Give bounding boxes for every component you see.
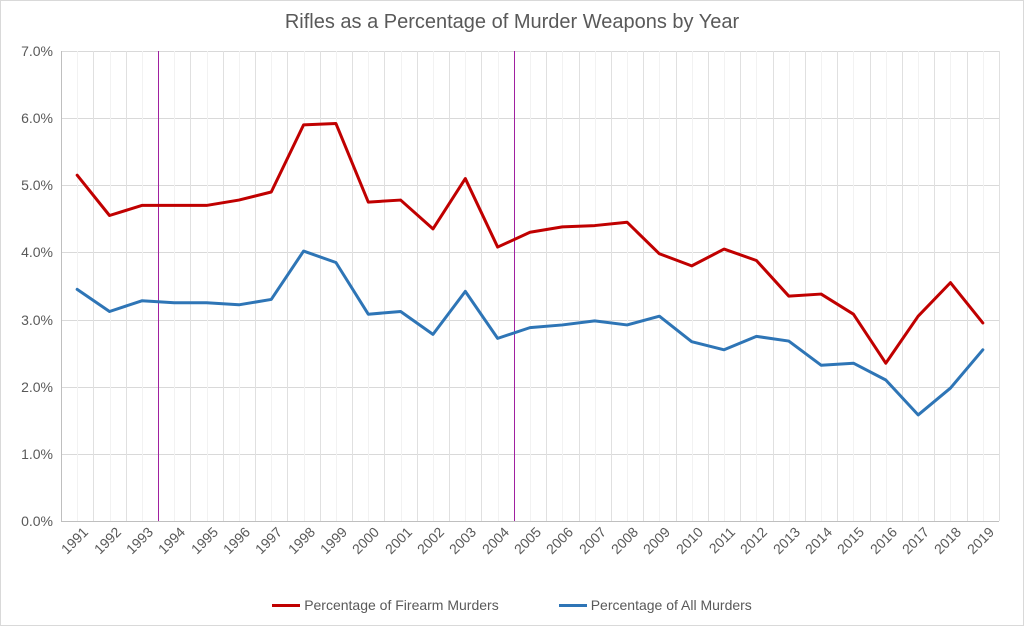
series-line [77, 251, 983, 415]
x-axis-label: 2012 [737, 524, 770, 557]
x-axis-label: 2014 [802, 524, 835, 557]
y-axis-label: 2.0% [21, 379, 61, 395]
x-axis-label: 2017 [899, 524, 932, 557]
x-axis-label: 1998 [284, 524, 317, 557]
chart-title: Rifles as a Percentage of Murder Weapons… [1, 11, 1023, 34]
x-axis-label: 1995 [187, 524, 220, 557]
x-axis-label: 2006 [543, 524, 576, 557]
x-axis-label: 1994 [155, 524, 188, 557]
y-axis-label: 1.0% [21, 446, 61, 462]
x-axis-label: 2009 [640, 524, 673, 557]
y-axis-label: 6.0% [21, 110, 61, 126]
x-axis-label: 1997 [252, 524, 285, 557]
x-axis-line [61, 521, 999, 522]
x-axis-label: 2015 [834, 524, 867, 557]
y-axis-label: 3.0% [21, 312, 61, 328]
x-axis-label: 1996 [220, 524, 253, 557]
x-axis-label: 2003 [446, 524, 479, 557]
x-axis-label: 2004 [478, 524, 511, 557]
x-axis-label: 2013 [770, 524, 803, 557]
x-axis-label: 2001 [381, 524, 414, 557]
x-axis-label: 2019 [964, 524, 997, 557]
x-axis-label: 2002 [414, 524, 447, 557]
y-axis-label: 5.0% [21, 177, 61, 193]
x-axis-label: 2018 [931, 524, 964, 557]
y-axis-label: 7.0% [21, 43, 61, 59]
legend-swatch [559, 604, 587, 607]
x-axis-label: 2010 [673, 524, 706, 557]
legend-label: Percentage of All Murders [591, 597, 752, 613]
chart-container: Rifles as a Percentage of Murder Weapons… [0, 0, 1024, 626]
gridline-v [999, 51, 1000, 521]
x-axis-label: 1991 [58, 524, 91, 557]
y-axis-label: 0.0% [21, 513, 61, 529]
x-axis-label: 2007 [575, 524, 608, 557]
series-layer [61, 51, 999, 521]
x-axis-label: 1992 [90, 524, 123, 557]
legend-item: Percentage of Firearm Murders [272, 597, 499, 613]
x-axis-label: 2011 [706, 524, 739, 557]
x-axis-label: 2016 [867, 524, 900, 557]
x-axis-label: 2000 [349, 524, 382, 557]
y-axis-label: 4.0% [21, 244, 61, 260]
plot-area: 0.0%1.0%2.0%3.0%4.0%5.0%6.0%7.0%19911992… [61, 51, 999, 521]
legend-item: Percentage of All Murders [559, 597, 752, 613]
legend-label: Percentage of Firearm Murders [304, 597, 499, 613]
x-axis-label: 2008 [608, 524, 641, 557]
x-axis-label: 1993 [123, 524, 156, 557]
x-axis-label: 1999 [317, 524, 350, 557]
x-axis-label: 2005 [511, 524, 544, 557]
legend: Percentage of Firearm Murders Percentage … [1, 597, 1023, 613]
legend-swatch [272, 604, 300, 607]
